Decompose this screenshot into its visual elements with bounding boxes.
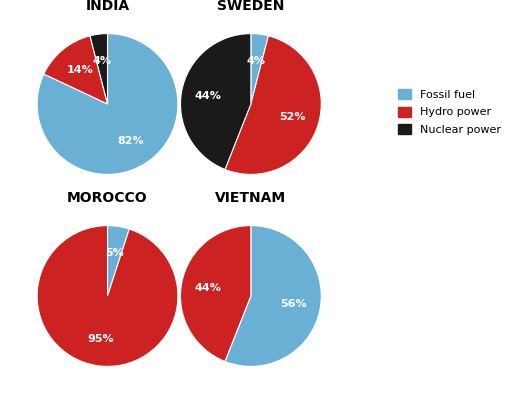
Wedge shape	[90, 34, 108, 104]
Wedge shape	[37, 34, 178, 174]
Wedge shape	[181, 226, 251, 362]
Text: 44%: 44%	[195, 91, 222, 101]
Wedge shape	[225, 36, 321, 174]
Wedge shape	[225, 226, 321, 366]
Wedge shape	[108, 226, 129, 296]
Text: 5%: 5%	[105, 248, 124, 258]
Wedge shape	[181, 34, 251, 170]
Title: MOROCCO: MOROCCO	[67, 192, 148, 206]
Text: 4%: 4%	[93, 56, 112, 66]
Wedge shape	[37, 226, 178, 366]
Text: 44%: 44%	[195, 283, 222, 293]
Title: VIETNAM: VIETNAM	[216, 192, 286, 206]
Text: 4%: 4%	[247, 56, 266, 66]
Text: 14%: 14%	[67, 65, 93, 75]
Text: 52%: 52%	[279, 112, 306, 122]
Wedge shape	[251, 34, 268, 104]
Text: 82%: 82%	[118, 136, 144, 146]
Text: 56%: 56%	[281, 299, 307, 309]
Wedge shape	[44, 36, 108, 104]
Title: INDIA: INDIA	[86, 0, 130, 14]
Text: 95%: 95%	[88, 334, 114, 344]
Legend: Fossil fuel, Hydro power, Nuclear power: Fossil fuel, Hydro power, Nuclear power	[392, 84, 506, 140]
Title: SWEDEN: SWEDEN	[217, 0, 285, 14]
